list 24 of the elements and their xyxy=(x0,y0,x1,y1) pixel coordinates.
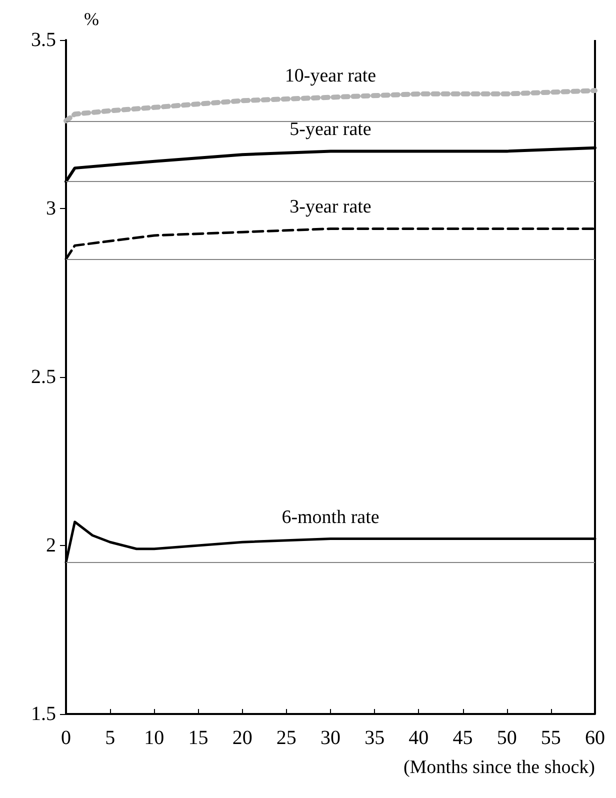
x-tick-label: 55 xyxy=(540,727,561,749)
y-tick-label: 1.5 xyxy=(31,703,56,725)
x-tick-label: 15 xyxy=(188,727,208,749)
y-tick-label: 3.5 xyxy=(31,29,56,51)
x-tick-label: 0 xyxy=(61,727,71,749)
series-label: 10-year rate xyxy=(284,65,376,86)
x-tick-label: 60 xyxy=(585,727,605,749)
x-tick-label: 40 xyxy=(408,727,429,749)
x-axis-title: (Months since the shock) xyxy=(403,757,595,778)
x-tick-label: 30 xyxy=(320,727,340,749)
x-tick-label: 20 xyxy=(232,727,252,749)
x-tick-label: 25 xyxy=(276,727,296,749)
y-tick-label: 3 xyxy=(46,198,56,220)
x-tick-label: 5 xyxy=(105,727,116,749)
series-label: 6-month rate xyxy=(282,506,380,528)
x-tick-label: 50 xyxy=(496,727,517,749)
x-tick-label: 10 xyxy=(144,727,164,749)
y-tick-label: 2.5 xyxy=(31,366,56,388)
series-label: 3-year rate xyxy=(290,196,372,218)
series-label: 5-year rate xyxy=(290,119,372,140)
y-tick-label: 2 xyxy=(46,534,56,556)
y-axis-title: % xyxy=(84,9,99,29)
x-tick-label: 45 xyxy=(452,727,473,749)
x-tick-label: 35 xyxy=(364,727,385,749)
